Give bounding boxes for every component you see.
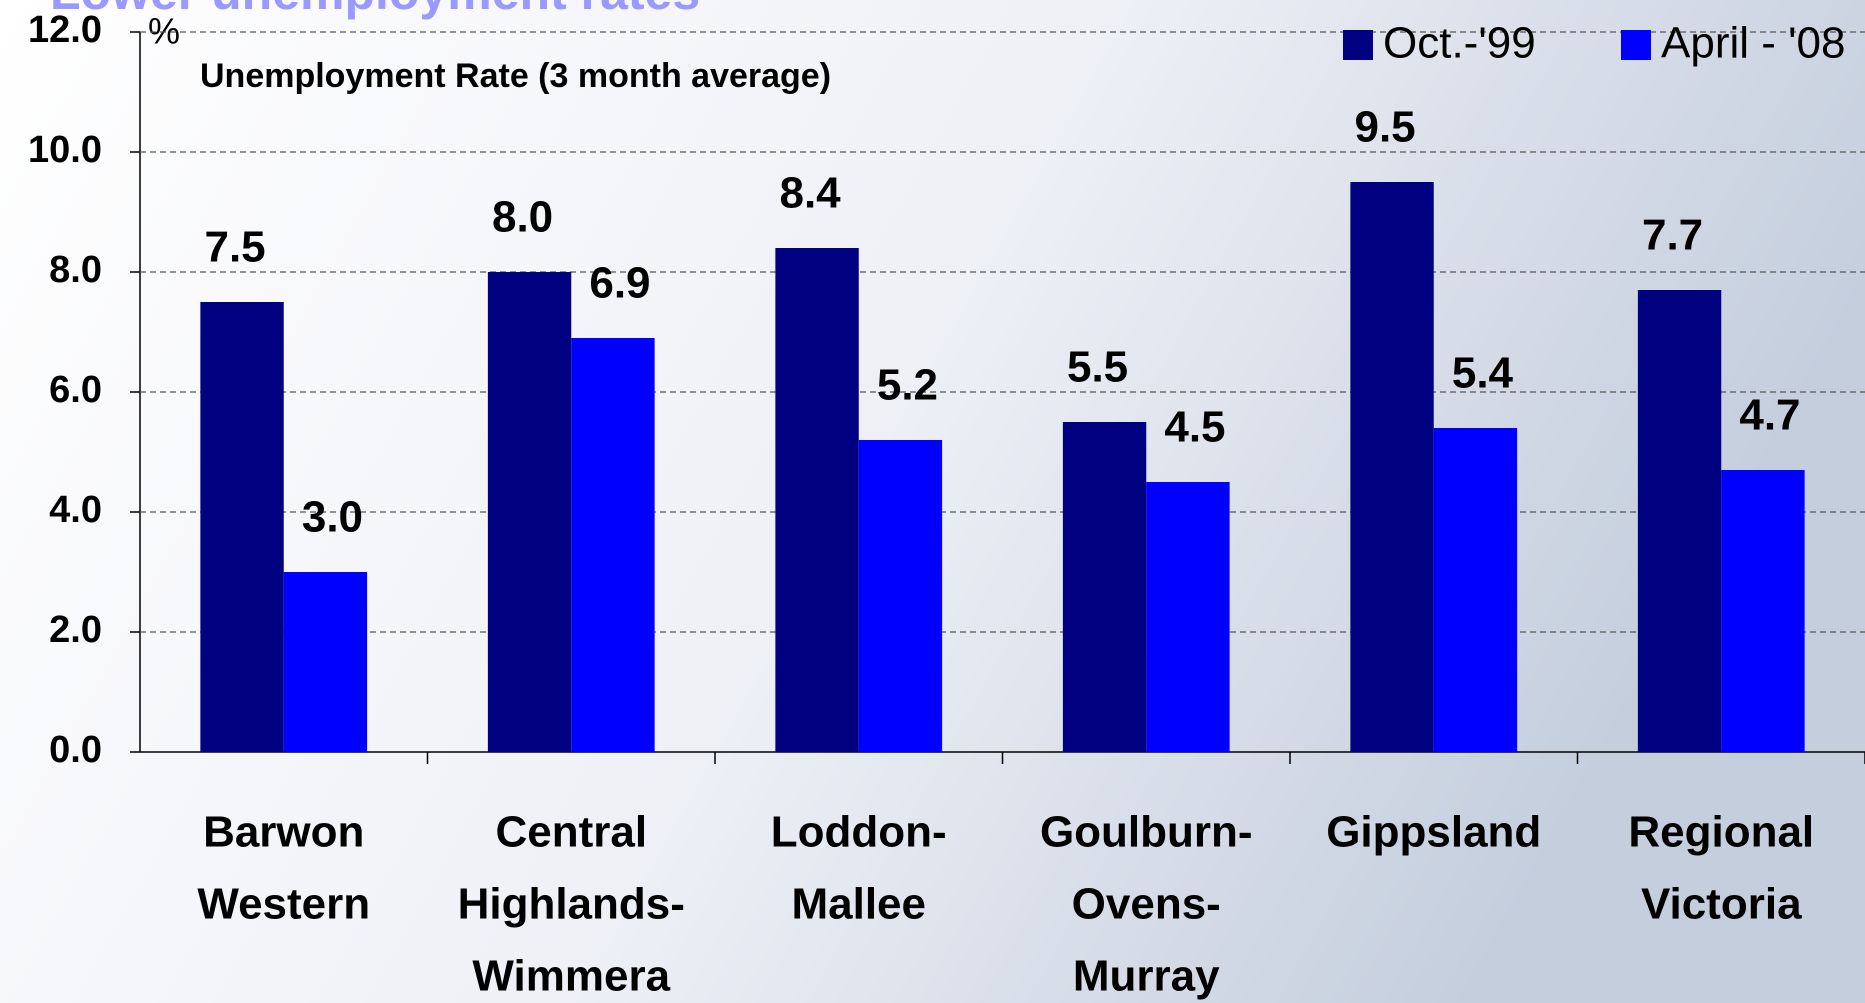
value-label: 5.2 (877, 361, 938, 410)
bar (1062, 422, 1147, 752)
y-tick-label: 2.0 (49, 609, 102, 651)
bar (1433, 428, 1518, 752)
chart-title: Lower unemployment rates (50, 0, 700, 20)
subtitle: Unemployment Rate (3 month average) (200, 57, 831, 95)
bar (858, 440, 943, 752)
x-tick-label: Ovens- (1072, 880, 1221, 929)
value-label: 3.0 (302, 493, 363, 542)
legend-swatch (1621, 30, 1651, 60)
y-tick-label: 10.0 (28, 129, 102, 171)
value-label: 5.5 (1067, 343, 1128, 392)
value-label: 7.5 (204, 223, 265, 272)
bar (571, 338, 655, 752)
y-tick-label: 4.0 (49, 489, 102, 531)
x-tick-label: Loddon- (771, 808, 947, 857)
value-label: 4.7 (1739, 391, 1800, 440)
x-tick-label: Goulburn- (1040, 808, 1253, 857)
legend-label: Oct.-'99 (1383, 19, 1536, 68)
bar (283, 572, 368, 752)
x-tick-label: Murray (1073, 952, 1220, 1001)
value-label: 8.0 (492, 193, 553, 242)
x-tick-label: Highlands- (458, 880, 685, 929)
value-label: 8.4 (779, 169, 841, 218)
x-tick-label: Gippsland (1326, 808, 1541, 857)
bar (1721, 470, 1805, 752)
y-tick-label: 8.0 (49, 249, 102, 291)
x-tick-label: Western (197, 880, 370, 929)
bar (1637, 290, 1722, 752)
y-tick-label: 0.0 (49, 729, 102, 771)
x-tick-label: Barwon (203, 808, 364, 857)
x-tick-label: Victoria (1641, 880, 1802, 929)
x-tick-label: Mallee (791, 880, 926, 929)
bar (775, 248, 859, 752)
value-label: 6.9 (589, 259, 650, 308)
value-label: 9.5 (1354, 103, 1415, 152)
y-unit: % (148, 11, 180, 52)
y-tick-label: 12.0 (28, 9, 102, 51)
value-label: 5.4 (1452, 349, 1514, 398)
bar (1350, 182, 1434, 752)
value-label: 7.7 (1642, 211, 1703, 260)
legend-label: April - '08 (1661, 19, 1845, 68)
x-tick-label: Regional (1628, 808, 1814, 857)
y-tick-label: 6.0 (49, 369, 102, 411)
bar (200, 302, 284, 752)
bar (487, 272, 572, 752)
x-tick-label: Wimmera (472, 952, 670, 1001)
legend-swatch (1343, 30, 1373, 60)
value-label: 4.5 (1164, 403, 1225, 452)
x-tick-label: Central (495, 808, 647, 857)
bar (1146, 482, 1230, 752)
